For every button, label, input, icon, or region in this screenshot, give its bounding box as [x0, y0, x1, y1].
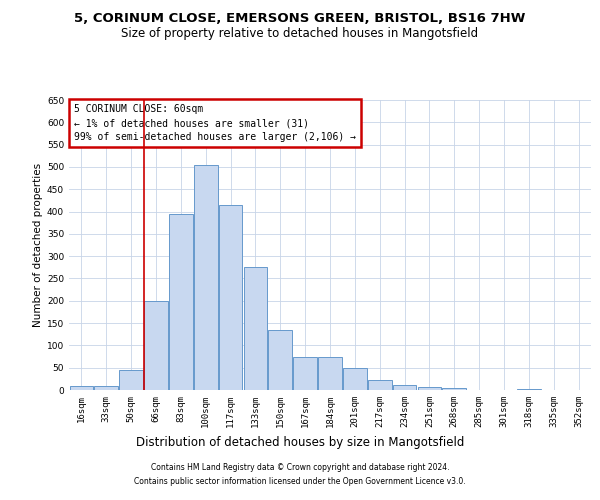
Y-axis label: Number of detached properties: Number of detached properties	[33, 163, 43, 327]
Bar	[293, 356, 317, 390]
Bar	[517, 389, 541, 390]
Bar	[219, 205, 242, 390]
Text: Distribution of detached houses by size in Mangotsfield: Distribution of detached houses by size …	[136, 436, 464, 449]
Bar	[169, 214, 193, 390]
Bar	[368, 380, 392, 390]
Bar	[268, 330, 292, 390]
Bar	[144, 301, 168, 390]
Bar	[94, 386, 118, 390]
Bar	[393, 384, 416, 390]
Bar	[70, 386, 93, 390]
Bar	[418, 387, 441, 390]
Bar	[343, 368, 367, 390]
Bar	[244, 268, 267, 390]
Text: 5, CORINUM CLOSE, EMERSONS GREEN, BRISTOL, BS16 7HW: 5, CORINUM CLOSE, EMERSONS GREEN, BRISTO…	[74, 12, 526, 26]
Bar	[194, 164, 218, 390]
Bar	[318, 356, 342, 390]
Text: Size of property relative to detached houses in Mangotsfield: Size of property relative to detached ho…	[121, 28, 479, 40]
Text: Contains public sector information licensed under the Open Government Licence v3: Contains public sector information licen…	[134, 477, 466, 486]
Bar	[119, 370, 143, 390]
Bar	[442, 388, 466, 390]
Text: 5 CORINUM CLOSE: 60sqm
← 1% of detached houses are smaller (31)
99% of semi-deta: 5 CORINUM CLOSE: 60sqm ← 1% of detached …	[74, 104, 356, 142]
Text: Contains HM Land Registry data © Crown copyright and database right 2024.: Contains HM Land Registry data © Crown c…	[151, 464, 449, 472]
